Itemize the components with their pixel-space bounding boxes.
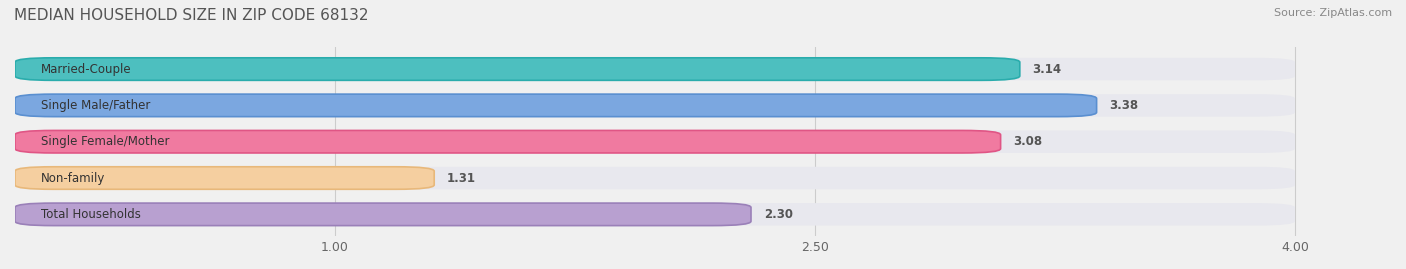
FancyBboxPatch shape — [15, 130, 1001, 153]
FancyBboxPatch shape — [15, 203, 1295, 226]
FancyBboxPatch shape — [15, 203, 751, 226]
Text: 1.31: 1.31 — [447, 172, 477, 185]
FancyBboxPatch shape — [15, 94, 1097, 117]
FancyBboxPatch shape — [15, 58, 1295, 80]
FancyBboxPatch shape — [15, 167, 1295, 189]
FancyBboxPatch shape — [15, 94, 1295, 117]
Text: 3.38: 3.38 — [1109, 99, 1139, 112]
Text: 3.14: 3.14 — [1032, 63, 1062, 76]
Text: 3.08: 3.08 — [1014, 135, 1042, 148]
Text: Single Female/Mother: Single Female/Mother — [41, 135, 169, 148]
Text: 2.30: 2.30 — [763, 208, 793, 221]
FancyBboxPatch shape — [15, 130, 1295, 153]
Text: Total Households: Total Households — [41, 208, 141, 221]
FancyBboxPatch shape — [15, 167, 434, 189]
Text: Source: ZipAtlas.com: Source: ZipAtlas.com — [1274, 8, 1392, 18]
Text: Non-family: Non-family — [41, 172, 105, 185]
Text: Single Male/Father: Single Male/Father — [41, 99, 150, 112]
Text: MEDIAN HOUSEHOLD SIZE IN ZIP CODE 68132: MEDIAN HOUSEHOLD SIZE IN ZIP CODE 68132 — [14, 8, 368, 23]
FancyBboxPatch shape — [15, 58, 1019, 80]
Text: Married-Couple: Married-Couple — [41, 63, 131, 76]
